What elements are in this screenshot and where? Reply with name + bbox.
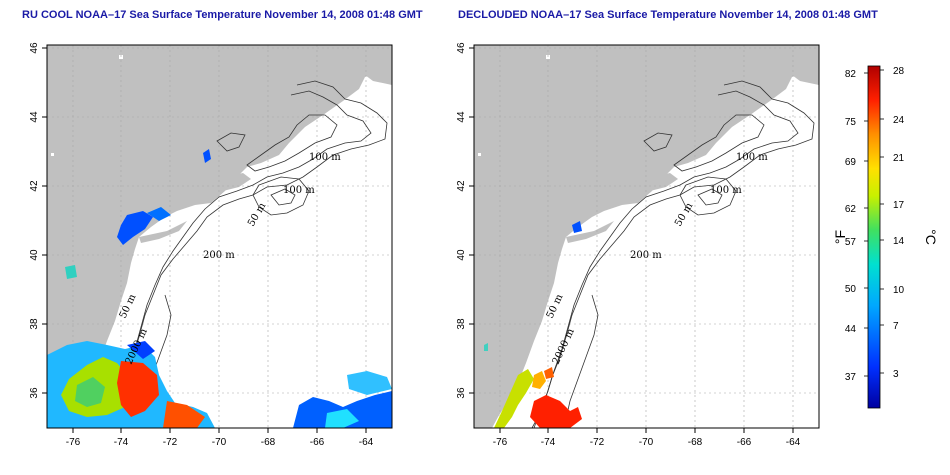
- lat-tick: 40: [456, 249, 467, 261]
- contour-label-200m: 200 m: [630, 250, 662, 261]
- lat-tick: 42: [29, 180, 40, 192]
- lat-tick: 42: [456, 180, 467, 192]
- lon-tick: -74: [541, 437, 556, 448]
- lat-tick: 36: [456, 387, 467, 399]
- sst-data-left: [47, 149, 392, 428]
- celsius-tick: 17: [893, 200, 905, 211]
- celsius-tick: 3: [893, 369, 899, 380]
- contour-label-100m-b: 100 m: [710, 185, 742, 196]
- lon-tick: -64: [786, 437, 801, 448]
- right-map-title: DECLOUDED NOAA–17 Sea Surface Temperatur…: [458, 9, 878, 21]
- fahrenheit-tick: 57: [845, 237, 857, 248]
- celsius-tick: 7: [893, 321, 899, 332]
- lon-tick: -64: [359, 437, 374, 448]
- right-lon-ticks: -76 -74 -72 -70 -68 -66 -64: [493, 437, 801, 448]
- sst-colorbar: 82 75 69 62 57 50 44 37 28 24 21 17 14 1…: [832, 65, 939, 409]
- right-lat-ticks: 46 44 42 40 38 36: [456, 42, 467, 399]
- lat-tick: 38: [29, 318, 40, 330]
- lon-tick: -72: [590, 437, 605, 448]
- fahrenheit-tick: 75: [845, 117, 857, 128]
- left-lon-ticks: -76 -74 -72 -70 -68 -66 -64: [66, 437, 374, 448]
- fahrenheit-ticks: 82 75 69 62 57 50 44 37: [845, 69, 857, 383]
- lon-tick: -68: [261, 437, 276, 448]
- left-lat-ticks: 46 44 42 40 38 36: [29, 42, 40, 399]
- lon-tick: -66: [737, 437, 752, 448]
- sst-data-right: [484, 221, 582, 428]
- lon-tick: -72: [163, 437, 178, 448]
- lat-tick: 46: [29, 42, 40, 54]
- celsius-tick: 14: [893, 236, 905, 247]
- celsius-ticks: 28 24 21 17 14 10 7 3: [893, 66, 905, 380]
- lon-tick: -70: [639, 437, 654, 448]
- contour-label-200m: 200 m: [203, 250, 235, 261]
- celsius-tick: 10: [893, 285, 905, 296]
- celsius-tick: 28: [893, 66, 905, 77]
- left-map-panel: 100 m 100 m 50 m 200 m 50 m 2000 m -76 -…: [29, 42, 393, 448]
- fahrenheit-tick: 69: [845, 157, 857, 168]
- lon-tick: -74: [114, 437, 129, 448]
- fahrenheit-tick: 50: [845, 284, 857, 295]
- fahrenheit-label: °F: [832, 230, 848, 244]
- lat-tick: 44: [29, 111, 40, 123]
- celsius-label: °C: [923, 229, 939, 245]
- lat-tick: 36: [29, 387, 40, 399]
- lat-tick: 44: [456, 111, 467, 123]
- lon-tick: -76: [493, 437, 508, 448]
- contour-label-100m-a: 100 m: [736, 152, 768, 163]
- contour-label-100m-b: 100 m: [283, 185, 315, 196]
- left-map-title: RU COOL NOAA–17 Sea Surface Temperature …: [22, 9, 423, 21]
- lat-tick: 46: [456, 42, 467, 54]
- lon-tick: -76: [66, 437, 81, 448]
- fahrenheit-tick: 82: [845, 69, 857, 80]
- contour-label-100m-a: 100 m: [309, 152, 341, 163]
- lon-tick: -66: [310, 437, 325, 448]
- lat-tick: 38: [456, 318, 467, 330]
- graticule: [474, 45, 819, 428]
- right-map-panel: 100 m 100 m 50 m 200 m 50 m 2000 m -76 -…: [456, 42, 820, 448]
- lon-tick: -68: [688, 437, 703, 448]
- fahrenheit-tick: 44: [845, 324, 857, 335]
- fahrenheit-tick: 37: [845, 372, 857, 383]
- celsius-tick: 21: [893, 153, 905, 164]
- celsius-tick: 24: [893, 115, 905, 126]
- lon-tick: -70: [212, 437, 227, 448]
- lat-tick: 40: [29, 249, 40, 261]
- colorbar-gradient: [867, 65, 881, 409]
- fahrenheit-tick: 62: [845, 204, 857, 215]
